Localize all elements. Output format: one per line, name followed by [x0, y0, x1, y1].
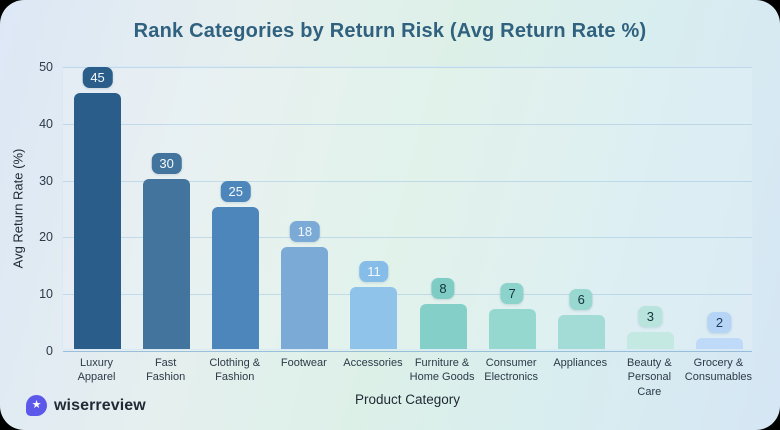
- x-tick-label-1: Fast Fashion: [146, 357, 186, 384]
- bar-8: [626, 331, 674, 349]
- bar-3: [281, 246, 329, 349]
- x-tick-label-8: Beauty & Personal Care: [627, 357, 672, 398]
- plot-area: 0 10 20 30 40 50 45 30 25 18 11 8 7 6 3 2: [39, 60, 753, 358]
- value-badge-7: 6: [569, 288, 593, 310]
- x-tick-label-2: Clothing & Fashion: [209, 357, 261, 384]
- bar-2: [212, 207, 260, 349]
- bar-4: [350, 286, 398, 349]
- bar-7: [557, 314, 605, 349]
- chart-title: Rank Categories by Return Risk (Avg Retu…: [133, 20, 647, 42]
- bar-0: [74, 93, 122, 349]
- bar-9: [695, 337, 743, 349]
- x-tick-label-3: Footwear: [280, 357, 327, 369]
- value-badge-9: 2: [707, 311, 732, 333]
- gridline-30: [63, 180, 752, 182]
- value-badge-6: 7: [500, 283, 524, 305]
- x-tick-label-6: Consumer Electronics: [484, 357, 539, 384]
- y-tick-label-20: 20: [39, 230, 53, 245]
- gridline-10: [63, 294, 752, 296]
- star-badge-icon: ★: [26, 395, 47, 416]
- gridline-40: [63, 123, 752, 125]
- gridline-50: [63, 67, 752, 68]
- gridline-20: [63, 237, 752, 239]
- y-tick-label-50: 50: [39, 60, 53, 74]
- x-tick-label-7: Appliances: [553, 357, 608, 369]
- y-tick-label-10: 10: [39, 287, 53, 302]
- value-badge-0: 45: [82, 67, 113, 89]
- x-tick-label-4: Accessories: [343, 357, 403, 369]
- value-badge-2: 25: [220, 181, 251, 202]
- x-tick-label-5: Furniture & Home Goods: [409, 357, 475, 384]
- x-tick-label-9: Grocery & Consumables: [684, 357, 753, 384]
- x-axis-title: Product Category: [354, 392, 461, 407]
- value-badge-3: 18: [289, 220, 321, 242]
- value-badge-1: 30: [151, 152, 182, 174]
- bar-5: [419, 303, 467, 349]
- y-tick-label-40: 40: [39, 116, 53, 131]
- y-axis-title: Avg Return Rate (%): [10, 148, 26, 269]
- brand-name: wiserreview: [54, 396, 146, 414]
- value-badge-5: 8: [431, 277, 455, 299]
- gridline-0: [63, 351, 752, 352]
- y-tick-label-30: 30: [39, 173, 53, 188]
- value-badge-8: 3: [638, 305, 662, 327]
- brand-logo: ★ wiserreview: [26, 395, 146, 416]
- bar-6: [488, 309, 536, 349]
- x-tick-label-0: Luxury Apparel: [77, 357, 116, 384]
- bar-1: [143, 178, 191, 349]
- y-tick-label-0: 0: [46, 344, 53, 358]
- value-badge-4: 11: [359, 260, 389, 282]
